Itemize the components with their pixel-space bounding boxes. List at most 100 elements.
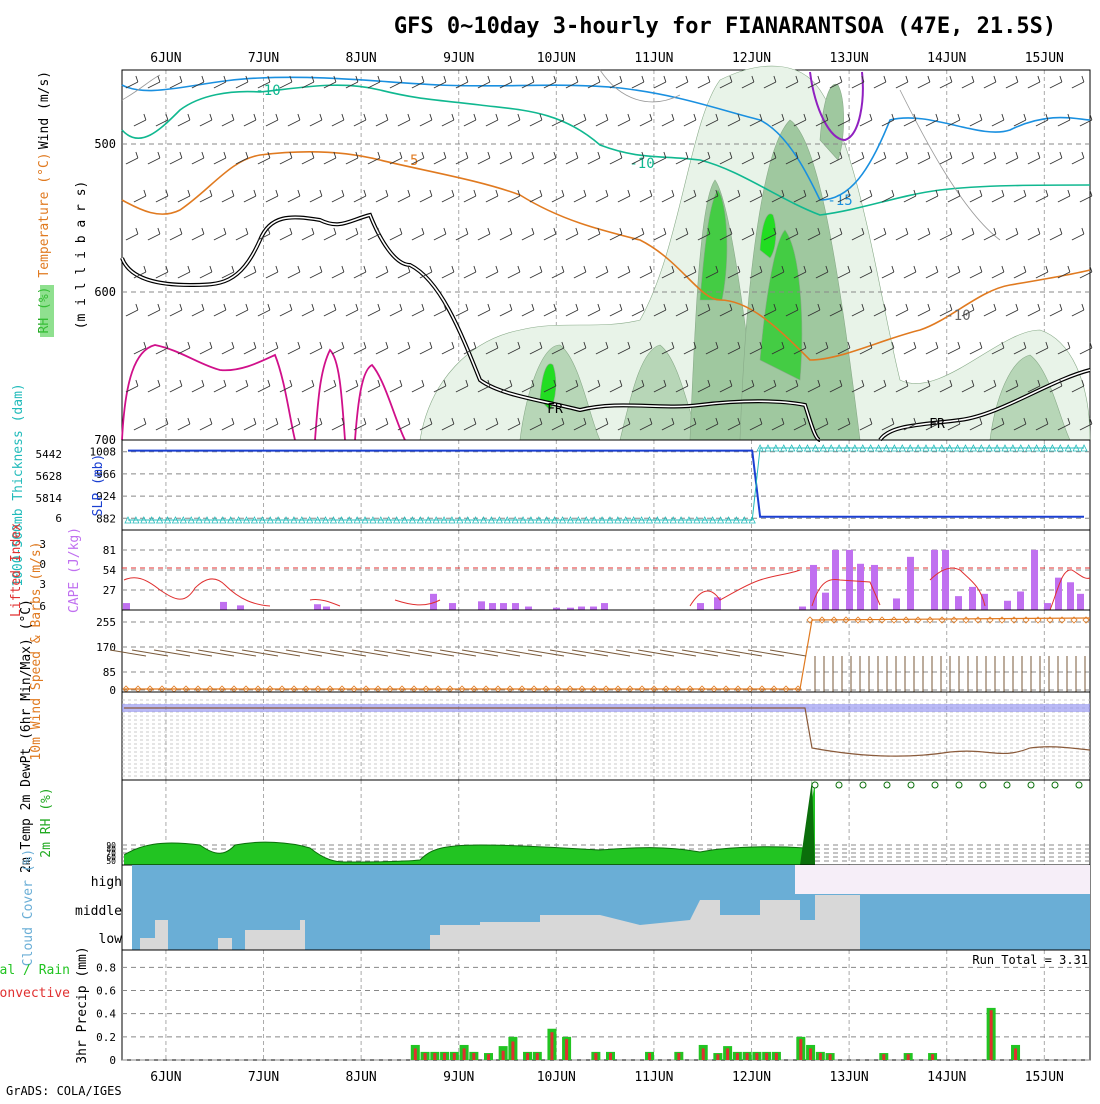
wind-barb bbox=[891, 265, 895, 273]
wind-barb bbox=[323, 81, 337, 89]
wind-speed-point bbox=[734, 685, 742, 693]
wind-barb bbox=[341, 265, 345, 273]
wind-barb bbox=[1023, 341, 1027, 349]
cape-bar bbox=[697, 603, 704, 610]
wind-barb bbox=[455, 157, 469, 165]
wind-barb bbox=[707, 379, 711, 387]
wind-barb bbox=[153, 649, 191, 657]
wind-speed-point bbox=[122, 685, 130, 693]
wind-barb bbox=[649, 189, 653, 197]
wind-barb bbox=[839, 303, 843, 311]
wind-tick-label: 255 bbox=[96, 616, 116, 629]
wind-barb bbox=[583, 189, 587, 197]
wind-barb bbox=[419, 271, 433, 279]
panel-precip: 0 0.2 0.4 0.6 0.8 Run Total = 3.31 3hr Precip … bbox=[0, 946, 1091, 1067]
wind-barb bbox=[147, 385, 161, 393]
precip-convective-bar bbox=[931, 1054, 935, 1060]
wind-barb bbox=[1059, 151, 1063, 159]
wind-barb bbox=[991, 195, 1005, 203]
wind-barb bbox=[323, 233, 337, 241]
precip-convective-bar bbox=[1014, 1048, 1018, 1060]
wind-barb bbox=[267, 303, 271, 311]
wind-barb bbox=[441, 119, 455, 127]
wind-barb bbox=[1089, 113, 1093, 121]
wind-barb bbox=[703, 649, 741, 657]
wind-barb bbox=[429, 113, 433, 121]
wind-speed-point bbox=[146, 685, 154, 693]
wind-barb bbox=[553, 227, 557, 235]
wind-barb bbox=[1071, 233, 1085, 241]
wind-barb bbox=[641, 227, 645, 235]
wind-barb bbox=[619, 379, 623, 387]
wind-barb bbox=[539, 189, 543, 197]
wind-barb bbox=[267, 227, 271, 235]
wind-barb bbox=[719, 385, 733, 393]
wind-barb bbox=[231, 341, 235, 349]
wind-barb bbox=[895, 385, 909, 393]
cape-bar bbox=[799, 606, 806, 610]
wind-barb bbox=[399, 227, 403, 235]
wind-barb bbox=[187, 113, 191, 121]
wind-barb bbox=[529, 119, 543, 127]
wind-barb bbox=[617, 119, 631, 127]
wind-barb bbox=[1057, 195, 1071, 203]
wind-barb bbox=[573, 347, 587, 355]
cape-tick-label: 54 bbox=[103, 564, 117, 577]
wind-barb bbox=[785, 157, 799, 165]
wind-barb bbox=[947, 119, 961, 127]
wind-barb bbox=[715, 341, 719, 349]
wind-barb bbox=[927, 75, 931, 83]
cape-bar bbox=[907, 556, 914, 610]
wind-barb bbox=[1023, 417, 1027, 425]
wind-barb bbox=[363, 113, 367, 121]
wind-barb bbox=[309, 271, 323, 279]
wind-barb bbox=[341, 417, 345, 425]
wind-barb bbox=[197, 649, 235, 657]
rh-shading bbox=[759, 213, 777, 259]
wind-barb bbox=[463, 423, 477, 431]
wind-barb bbox=[1035, 271, 1049, 279]
wind-barb bbox=[147, 309, 161, 317]
thickness-tick-label: 6 bbox=[55, 512, 62, 525]
wind-barb bbox=[529, 347, 543, 355]
cape-bar bbox=[931, 549, 938, 610]
wind-barb bbox=[265, 119, 279, 127]
wind-speed-point bbox=[806, 616, 814, 624]
wind-barb bbox=[639, 119, 653, 127]
cape-bar bbox=[942, 549, 949, 610]
wind-barb bbox=[191, 385, 205, 393]
wind-barb bbox=[983, 233, 997, 241]
wind-barb bbox=[265, 271, 279, 279]
wind-barb bbox=[1037, 303, 1041, 311]
cape-bar bbox=[1031, 549, 1038, 610]
wind-barb bbox=[617, 271, 631, 279]
cape-bar bbox=[601, 603, 608, 610]
thickness-tick-label: 5442 bbox=[36, 448, 63, 461]
wind-barb bbox=[1027, 81, 1041, 89]
wind-barb bbox=[353, 271, 367, 279]
wind-barb bbox=[353, 423, 367, 431]
cape-bar bbox=[220, 601, 227, 610]
wind-speed-point bbox=[542, 685, 550, 693]
wind-barb bbox=[517, 417, 521, 425]
wind-barb bbox=[1005, 81, 1019, 89]
wind-barb bbox=[385, 265, 389, 273]
wind-barb bbox=[463, 119, 477, 127]
wind-barb bbox=[553, 379, 557, 387]
wind-barb bbox=[763, 81, 777, 89]
wind-barb bbox=[495, 113, 499, 121]
wind-speed-point bbox=[914, 616, 922, 624]
wind-barb bbox=[201, 75, 205, 83]
wind-barb bbox=[803, 265, 807, 273]
top-date-label: 6JUN bbox=[150, 51, 181, 66]
wind-barb bbox=[583, 265, 587, 273]
wind-barb bbox=[913, 113, 917, 121]
cape-bar bbox=[714, 597, 721, 610]
wind-barb bbox=[727, 119, 741, 127]
wind-barb bbox=[1005, 233, 1019, 241]
wind-barb bbox=[451, 417, 455, 425]
wind-barb bbox=[539, 341, 543, 349]
wind-barb bbox=[597, 151, 601, 159]
wind-barb bbox=[477, 233, 491, 241]
